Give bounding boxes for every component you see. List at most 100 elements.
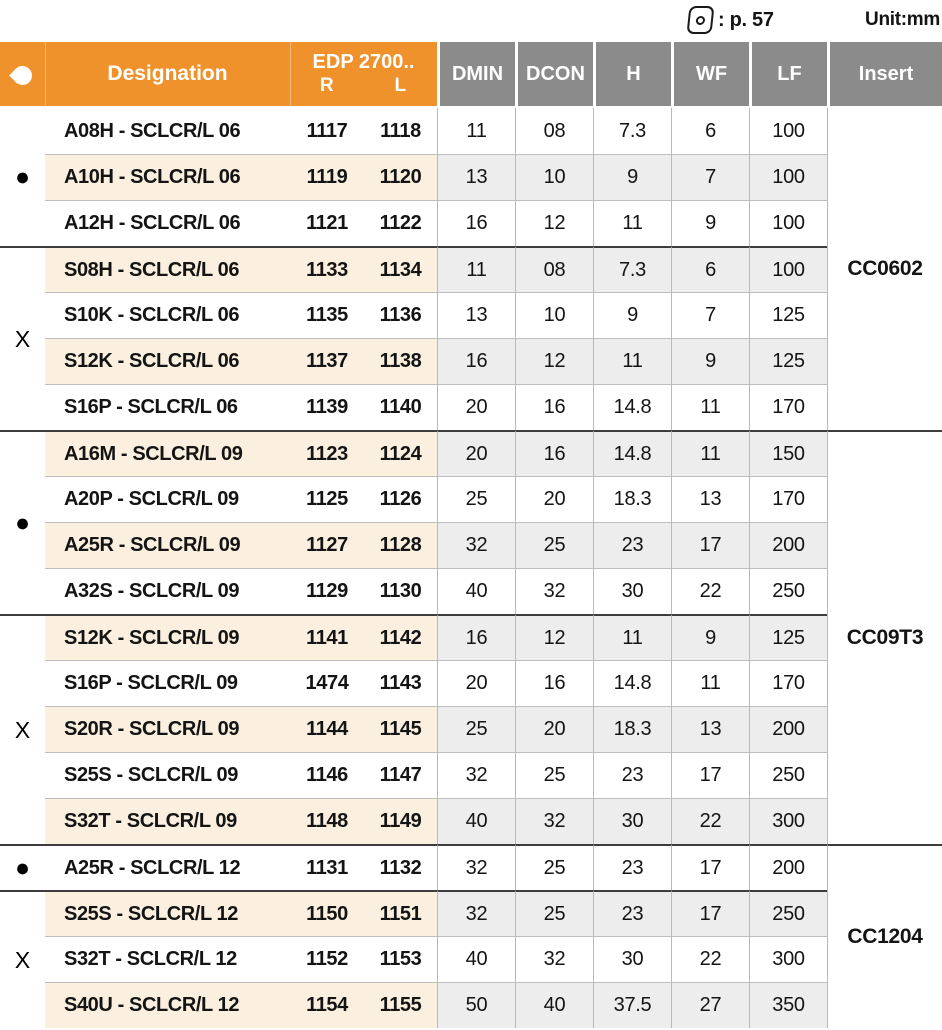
h-cell: 7.3 <box>593 246 671 292</box>
designation-cell: S32T - SCLCR/L 09 <box>45 798 290 844</box>
h-cell: 11 <box>593 200 671 246</box>
edp-l-cell: 1147 <box>364 752 437 798</box>
designation-cell: A25R - SCLCR/L 12 <box>45 844 290 890</box>
unit-label: Unit:mm <box>865 9 940 30</box>
edp-l-cell: 1136 <box>364 292 437 338</box>
wf-cell: 27 <box>671 982 749 1028</box>
wf-cell: 9 <box>671 614 749 660</box>
dcon-cell: 25 <box>515 522 593 568</box>
edp-r-cell: 1150 <box>290 890 364 936</box>
header-lf: LF <box>749 42 827 106</box>
designation-cell: S16P - SCLCR/L 06 <box>45 384 290 430</box>
dcon-cell: 32 <box>515 798 593 844</box>
coolant-through-symbol: ● <box>0 844 45 890</box>
edp-r-cell: 1139 <box>290 384 364 430</box>
designation-cell: A12H - SCLCR/L 06 <box>45 200 290 246</box>
edp-r-cell: 1121 <box>290 200 364 246</box>
edp-l-cell: 1142 <box>364 614 437 660</box>
dcon-cell: 40 <box>515 982 593 1028</box>
header-h: H <box>593 42 671 106</box>
lf-cell: 250 <box>749 752 827 798</box>
dcon-cell: 16 <box>515 430 593 476</box>
wf-cell: 17 <box>671 752 749 798</box>
h-cell: 9 <box>593 154 671 200</box>
dcon-cell: 25 <box>515 752 593 798</box>
designation-cell: A10H - SCLCR/L 06 <box>45 154 290 200</box>
header-insert: Insert <box>827 42 942 106</box>
lf-cell: 150 <box>749 430 827 476</box>
dmin-cell: 13 <box>437 292 515 338</box>
insert-page-reference: : p. 57 <box>686 6 774 34</box>
edp-r-cell: 1131 <box>290 844 364 890</box>
edp-l-cell: 1134 <box>364 246 437 292</box>
h-cell: 18.3 <box>593 476 671 522</box>
dmin-cell: 32 <box>437 844 515 890</box>
dmin-cell: 20 <box>437 660 515 706</box>
designation-cell: S12K - SCLCR/L 09 <box>45 614 290 660</box>
page-ref-label: : p. 57 <box>718 8 774 31</box>
edp-l-cell: 1120 <box>364 154 437 200</box>
dcon-cell: 16 <box>515 384 593 430</box>
insert-cell: CC1204 <box>827 844 942 1028</box>
designation-cell: S08H - SCLCR/L 06 <box>45 246 290 292</box>
edp-l-cell: 1124 <box>364 430 437 476</box>
designation-cell: A25R - SCLCR/L 09 <box>45 522 290 568</box>
insert-cell: CC0602 <box>827 108 942 430</box>
edp-r-cell: 1144 <box>290 706 364 752</box>
lf-cell: 125 <box>749 292 827 338</box>
designation-cell: S10K - SCLCR/L 06 <box>45 292 290 338</box>
wf-cell: 22 <box>671 798 749 844</box>
insert-hole-icon <box>695 15 706 25</box>
edp-r-cell: 1133 <box>290 246 364 292</box>
lf-cell: 100 <box>749 246 827 292</box>
edp-l-cell: 1143 <box>364 660 437 706</box>
droplet-icon <box>9 62 36 89</box>
edp-r-cell: 1148 <box>290 798 364 844</box>
header-edp-title: EDP 2700.. <box>312 51 415 73</box>
designation-cell: S25S - SCLCR/L 12 <box>45 890 290 936</box>
dmin-cell: 40 <box>437 798 515 844</box>
dmin-cell: 25 <box>437 706 515 752</box>
dmin-cell: 16 <box>437 614 515 660</box>
dcon-cell: 12 <box>515 200 593 246</box>
dcon-cell: 25 <box>515 844 593 890</box>
h-cell: 7.3 <box>593 108 671 154</box>
dcon-cell: 20 <box>515 476 593 522</box>
wf-cell: 7 <box>671 154 749 200</box>
edp-l-cell: 1153 <box>364 936 437 982</box>
wf-cell: 17 <box>671 844 749 890</box>
dmin-cell: 11 <box>437 108 515 154</box>
edp-r-cell: 1135 <box>290 292 364 338</box>
designation-cell: A16M - SCLCR/L 09 <box>45 430 290 476</box>
wf-cell: 11 <box>671 384 749 430</box>
lf-cell: 100 <box>749 200 827 246</box>
edp-r-cell: 1123 <box>290 430 364 476</box>
lf-cell: 200 <box>749 844 827 890</box>
dmin-cell: 32 <box>437 890 515 936</box>
wf-cell: 6 <box>671 246 749 292</box>
edp-r-cell: 1137 <box>290 338 364 384</box>
edp-l-cell: 1138 <box>364 338 437 384</box>
h-cell: 14.8 <box>593 384 671 430</box>
dmin-cell: 40 <box>437 568 515 614</box>
header-edp-sub: R L <box>290 75 437 97</box>
designation-cell: A20P - SCLCR/L 09 <box>45 476 290 522</box>
designation-cell: S32T - SCLCR/L 12 <box>45 936 290 982</box>
wf-cell: 17 <box>671 522 749 568</box>
insert-shape-icon <box>686 6 715 34</box>
h-cell: 14.8 <box>593 430 671 476</box>
h-cell: 23 <box>593 522 671 568</box>
dmin-cell: 16 <box>437 200 515 246</box>
wf-cell: 22 <box>671 936 749 982</box>
header-coolant <box>0 42 45 106</box>
designation-cell: S20R - SCLCR/L 09 <box>45 706 290 752</box>
lf-cell: 200 <box>749 522 827 568</box>
wf-cell: 13 <box>671 706 749 752</box>
dmin-cell: 32 <box>437 752 515 798</box>
h-cell: 9 <box>593 292 671 338</box>
coolant-through-symbol: ● <box>0 430 45 614</box>
lf-cell: 100 <box>749 108 827 154</box>
product-table: Designation EDP 2700.. R L DMIN DCON H W… <box>0 42 942 1028</box>
designation-cell: S25S - SCLCR/L 09 <box>45 752 290 798</box>
lf-cell: 125 <box>749 614 827 660</box>
